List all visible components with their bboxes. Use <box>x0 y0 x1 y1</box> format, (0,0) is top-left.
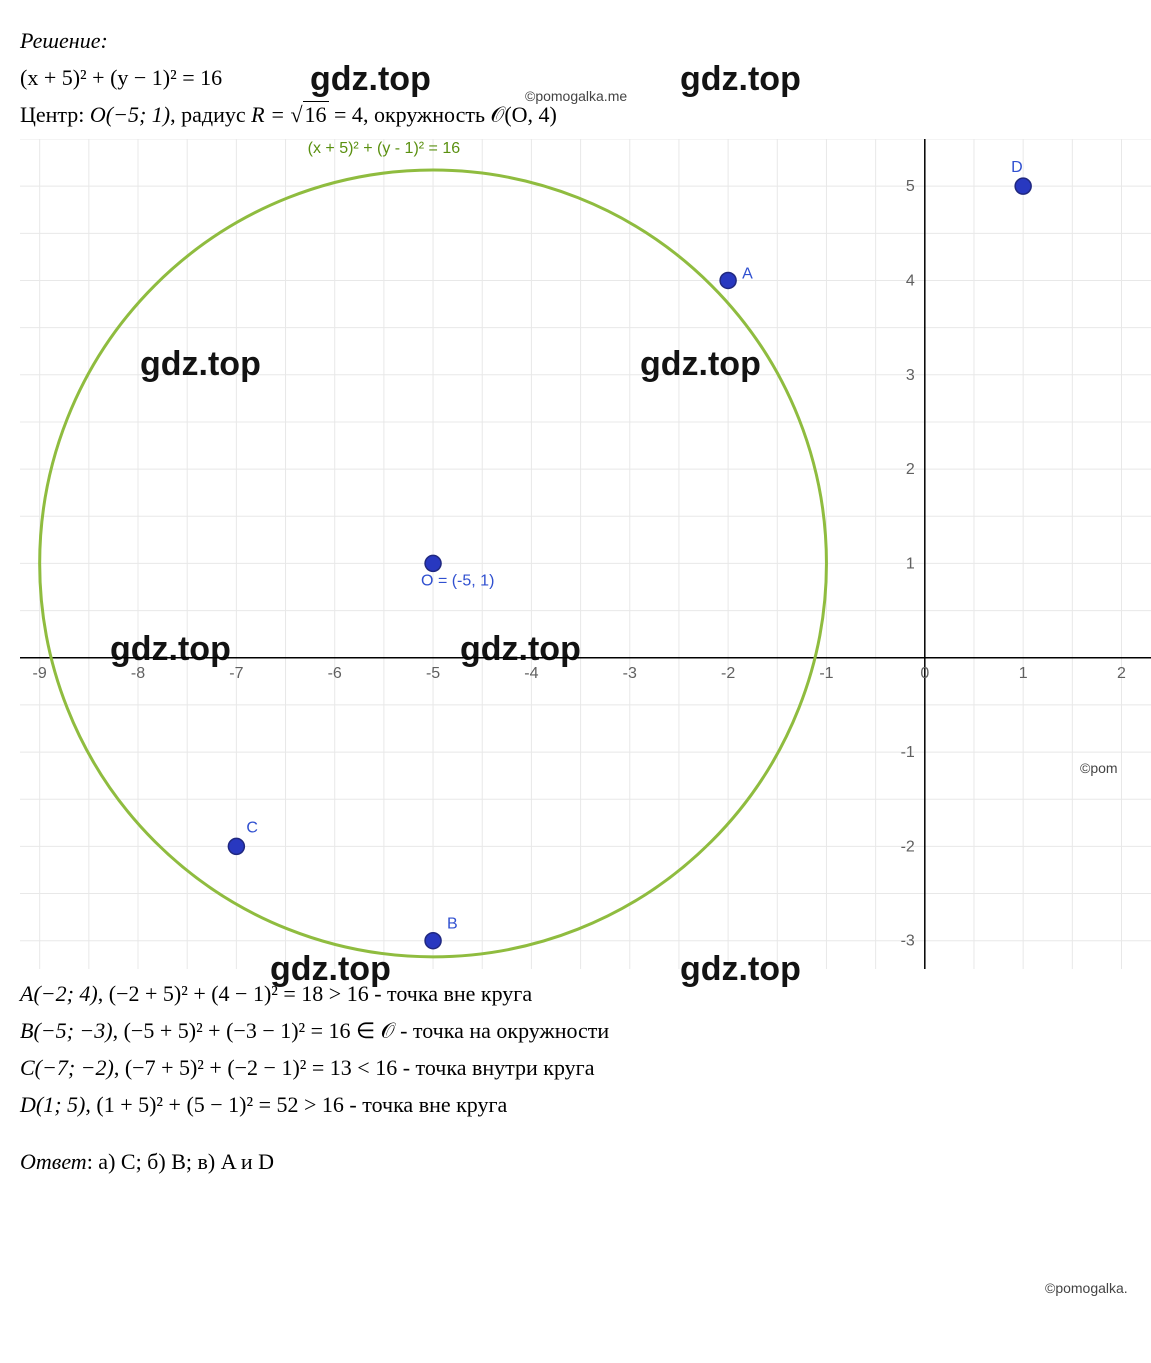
radius-value: = 4 <box>329 102 363 127</box>
check-point: A(−2; 4) <box>20 981 98 1006</box>
radius-var: R = <box>251 102 290 127</box>
svg-text:A: A <box>742 265 753 282</box>
check-verdict: - точка вне круга <box>369 981 532 1006</box>
check-line: C(−7; −2), (−7 + 5)² + (−2 − 1)² = 13 < … <box>20 1051 1151 1084</box>
graph-container: -9 -8 -7 -6 -5 -4 -3 -2 -1 0 1 2 -3 -2 -1 1 2 3 4 5 (x + 5)²… <box>20 139 1151 969</box>
svg-text:-6: -6 <box>328 665 342 682</box>
svg-text:-1: -1 <box>901 744 915 761</box>
answer-body: : а) C; б) B; в) A и D <box>87 1149 274 1174</box>
svg-text:-3: -3 <box>901 933 915 950</box>
check-expression: (−5 + 5)² + (−3 − 1)² = 16 ∈ 𝒪 <box>124 1018 395 1043</box>
svg-text:3: 3 <box>906 367 915 384</box>
check-point: C(−7; −2) <box>20 1055 114 1080</box>
center-point: O(−5; 1) <box>90 102 170 127</box>
check-expression: (1 + 5)² + (5 − 1)² = 52 > 16 <box>96 1092 344 1117</box>
answer-line: Ответ: а) C; б) B; в) A и D <box>20 1145 1151 1178</box>
equation: (x + 5)² + (y − 1)² = 16 <box>20 65 222 90</box>
svg-text:1: 1 <box>906 555 915 572</box>
svg-text:-2: -2 <box>721 665 735 682</box>
svg-text:-2: -2 <box>901 838 915 855</box>
svg-text:C: C <box>246 819 258 836</box>
svg-text:5: 5 <box>906 178 915 195</box>
svg-text:2: 2 <box>1117 665 1126 682</box>
radius-prefix: , радиус <box>170 102 251 127</box>
credit-text: ©pomogalka.me <box>525 88 627 104</box>
credit-text: ©pomogalka. <box>1045 1280 1128 1296</box>
coordinate-graph: -9 -8 -7 -6 -5 -4 -3 -2 -1 0 1 2 -3 -2 -1 1 2 3 4 5 (x + 5)²… <box>20 139 1151 969</box>
svg-text:-1: -1 <box>819 665 833 682</box>
svg-text:-7: -7 <box>229 665 243 682</box>
svg-text:D: D <box>1011 159 1023 176</box>
svg-text:2: 2 <box>906 461 915 478</box>
credit-text: ©pom <box>1080 760 1118 776</box>
svg-text:1: 1 <box>1019 665 1028 682</box>
check-expression: (−2 + 5)² + (4 − 1)² = 18 > 16 <box>109 981 369 1006</box>
svg-text:-8: -8 <box>131 665 145 682</box>
svg-text:4: 4 <box>906 272 915 289</box>
center-prefix: Центр: <box>20 102 90 127</box>
check-expression: (−7 + 5)² + (−2 − 1)² = 13 < 16 <box>125 1055 397 1080</box>
sqrt: 16 <box>290 98 328 131</box>
svg-text:(x + 5)² + (y - 1)² = 16: (x + 5)² + (y - 1)² = 16 <box>308 140 461 157</box>
check-line: A(−2; 4), (−2 + 5)² + (4 − 1)² = 18 > 16… <box>20 977 1151 1010</box>
check-verdict: - точка вне круга <box>344 1092 507 1117</box>
svg-text:-4: -4 <box>524 665 538 682</box>
svg-text:0: 0 <box>920 665 929 682</box>
check-point: D(1; 5) <box>20 1092 85 1117</box>
svg-text:-3: -3 <box>623 665 637 682</box>
check-point: B(−5; −3) <box>20 1018 113 1043</box>
svg-text:-5: -5 <box>426 665 440 682</box>
check-line: D(1; 5), (1 + 5)² + (5 − 1)² = 52 > 16 -… <box>20 1088 1151 1121</box>
check-line: B(−5; −3), (−5 + 5)² + (−3 − 1)² = 16 ∈ … <box>20 1014 1151 1047</box>
point-checks: A(−2; 4), (−2 + 5)² + (4 − 1)² = 18 > 16… <box>20 977 1151 1121</box>
answer-label: Ответ <box>20 1149 87 1174</box>
svg-text:O = (-5, 1): O = (-5, 1) <box>421 572 494 589</box>
svg-text:-9: -9 <box>33 665 47 682</box>
svg-text:B: B <box>447 916 458 933</box>
center-radius-tail: , окружность 𝒪(O, 4) <box>363 102 557 127</box>
solution-label: Решение: <box>20 24 1151 57</box>
check-verdict: - точка внутри круга <box>397 1055 594 1080</box>
check-verdict: - точка на окружности <box>395 1018 610 1043</box>
